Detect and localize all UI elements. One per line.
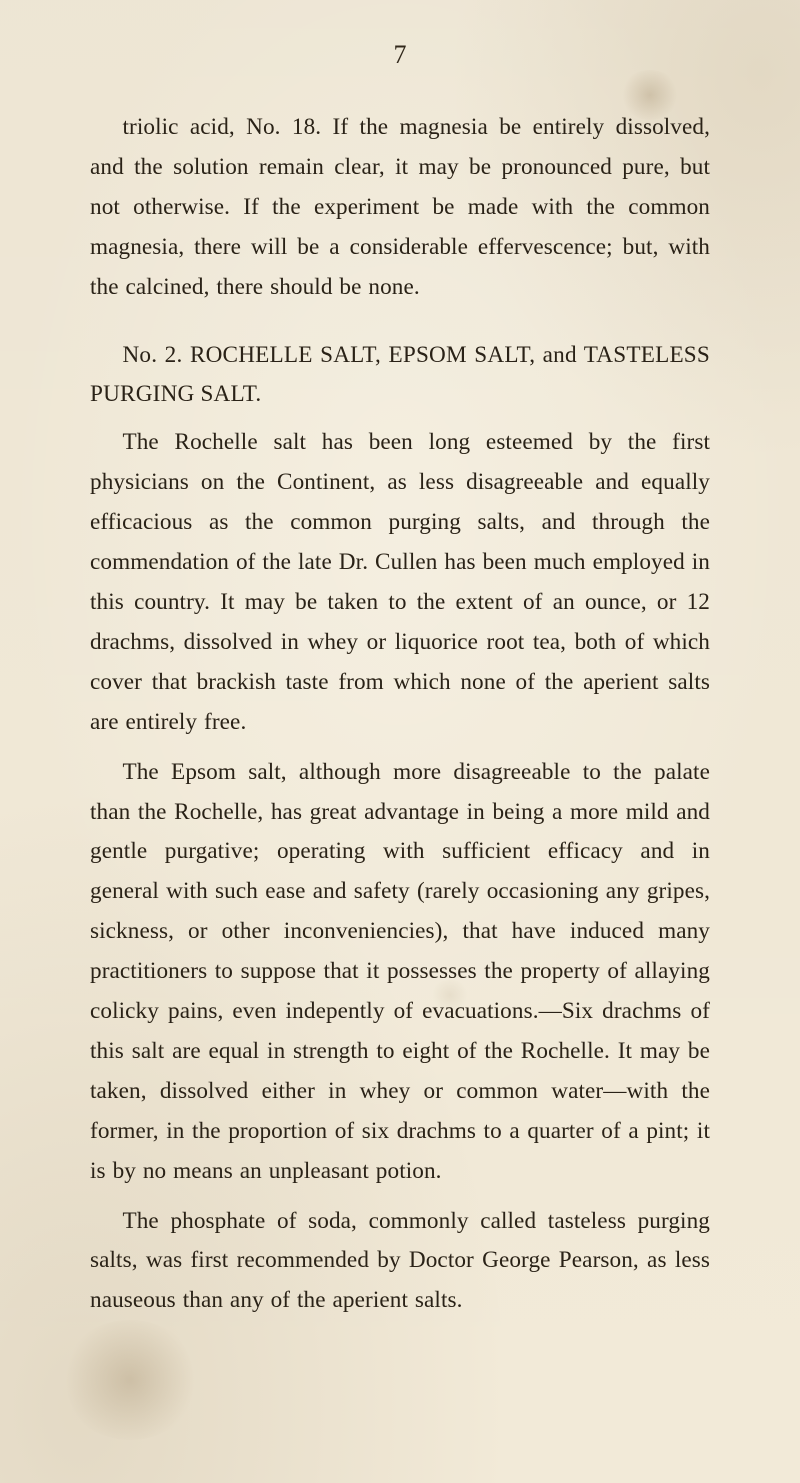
paragraph-continuation: triolic acid, No. 18. If the magnesia be… xyxy=(90,108,710,308)
page-number: 7 xyxy=(90,40,710,70)
paragraph: The Epsom salt, although more disagreeab… xyxy=(90,753,710,1192)
paragraph: The Rochelle salt has been long esteemed… xyxy=(90,423,710,742)
paragraph: The phosphate of soda, commonly called t… xyxy=(90,1202,710,1322)
foxing-spot xyxy=(60,1320,200,1440)
page-content: 7 triolic acid, No. 18. If the magnesia … xyxy=(90,40,710,1331)
section-heading: No. 2. ROCHELLE SALT, EPSOM SALT, and TA… xyxy=(90,336,710,416)
